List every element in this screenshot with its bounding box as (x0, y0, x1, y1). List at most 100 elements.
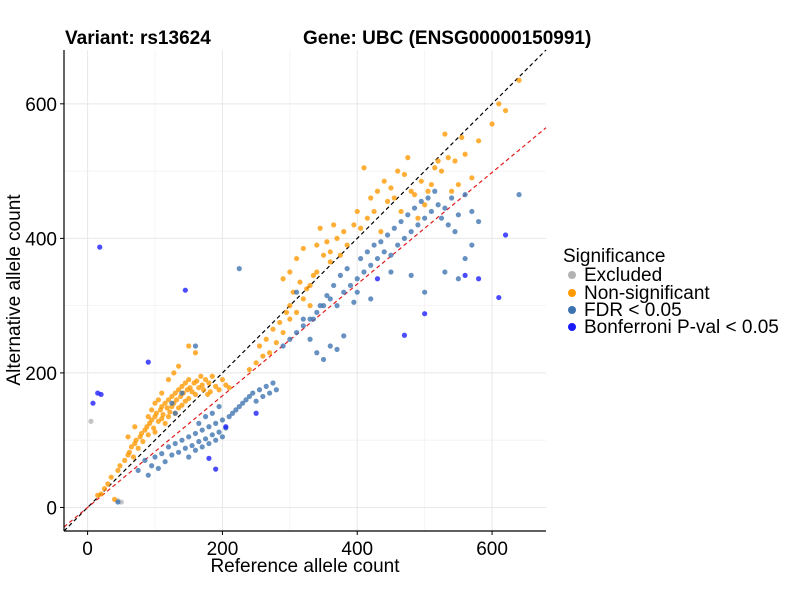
point-fdr-0-05 (300, 316, 306, 322)
point-non-significant (327, 249, 333, 255)
point-non-significant (516, 77, 522, 83)
point-fdr-0-05 (202, 436, 209, 442)
point-non-significant (192, 391, 199, 398)
y-tick-label: 400 (25, 229, 57, 250)
point-fdr-0-05 (202, 414, 209, 420)
point-fdr-0-05 (347, 282, 354, 289)
point-fdr-0-05 (428, 208, 434, 215)
point-bonferroni-p-val-0-05 (253, 410, 259, 416)
point-non-significant (165, 377, 172, 383)
point-non-significant (160, 412, 166, 418)
point-fdr-0-05 (192, 343, 199, 349)
point-fdr-0-05 (388, 269, 394, 275)
point-non-significant (155, 397, 161, 403)
point-non-significant (209, 373, 215, 379)
point-fdr-0-05 (378, 239, 384, 245)
point-non-significant (378, 229, 384, 235)
point-non-significant (219, 377, 226, 383)
point-fdr-0-05 (176, 449, 182, 455)
point-fdr-0-05 (411, 205, 418, 211)
point-fdr-0-05 (240, 400, 246, 406)
point-bonferroni-p-val-0-05 (90, 400, 96, 406)
point-fdr-0-05 (334, 346, 340, 352)
point-non-significant (171, 370, 177, 376)
point-fdr-0-05 (408, 229, 414, 235)
point-non-significant (162, 420, 168, 426)
point-fdr-0-05 (216, 429, 222, 435)
point-non-significant (117, 463, 123, 469)
point-non-significant (408, 188, 414, 194)
point-bonferroni-p-val-0-05 (422, 311, 428, 317)
point-fdr-0-05 (422, 289, 428, 295)
point-non-significant (277, 319, 283, 326)
y-tick-label: 0 (46, 498, 57, 519)
point-non-significant (496, 101, 502, 107)
point-fdr-0-05 (432, 188, 438, 194)
point-fdr-0-05 (229, 410, 236, 416)
point-fdr-0-05 (155, 465, 161, 472)
point-fdr-0-05 (341, 289, 347, 295)
point-fdr-0-05 (246, 393, 252, 400)
point-non-significant (331, 222, 337, 228)
point-fdr-0-05 (213, 420, 219, 426)
point-fdr-0-05 (236, 266, 242, 272)
point-excluded (88, 418, 94, 424)
point-non-significant (135, 445, 141, 451)
point-non-significant (176, 387, 182, 393)
point-non-significant (287, 316, 293, 322)
point-fdr-0-05 (236, 403, 242, 410)
point-non-significant (438, 168, 445, 174)
point-non-significant (108, 474, 114, 480)
point-fdr-0-05 (192, 447, 199, 453)
point-fdr-0-05 (344, 266, 350, 272)
point-non-significant (152, 429, 158, 435)
point-fdr-0-05 (320, 356, 327, 363)
point-non-significant (428, 181, 434, 188)
point-non-significant (162, 400, 168, 406)
point-fdr-0-05 (270, 380, 276, 386)
point-non-significant (273, 340, 279, 346)
point-fdr-0-05 (293, 289, 300, 295)
point-non-significant (159, 416, 165, 422)
legend-label-non-significant: Non-significant (584, 283, 710, 304)
point-non-significant (200, 387, 207, 393)
point-non-significant (391, 195, 397, 201)
point-fdr-0-05 (445, 222, 451, 228)
point-fdr-0-05 (368, 262, 374, 268)
point-non-significant (314, 242, 320, 248)
point-non-significant (381, 178, 387, 184)
point-non-significant (125, 434, 131, 440)
point-non-significant (435, 158, 441, 164)
point-non-significant (344, 242, 350, 248)
point-non-significant (159, 403, 165, 410)
point-non-significant (405, 155, 411, 161)
point-fdr-0-05 (189, 442, 195, 449)
point-fdr-0-05 (243, 397, 249, 403)
point-non-significant (425, 188, 431, 194)
legend-key-non-significant (568, 289, 576, 297)
point-fdr-0-05 (442, 269, 448, 275)
point-fdr-0-05 (307, 336, 313, 342)
y-axis-ticks: 0 200 400 600 (25, 95, 64, 519)
point-fdr-0-05 (169, 452, 175, 458)
point-fdr-0-05 (317, 303, 323, 309)
point-fdr-0-05 (199, 444, 205, 450)
point-fdr-0-05 (327, 296, 333, 302)
point-non-significant (128, 444, 135, 450)
point-fdr-0-05 (388, 252, 394, 258)
point-non-significant (151, 425, 157, 431)
point-fdr-0-05 (300, 323, 306, 329)
point-fdr-0-05 (213, 437, 219, 443)
point-fdr-0-05 (287, 336, 293, 342)
point-non-significant (169, 393, 175, 400)
x-tick-label: 200 (207, 539, 239, 560)
point-bonferroni-p-val-0-05 (401, 332, 408, 338)
point-fdr-0-05 (438, 215, 445, 221)
point-non-significant (176, 363, 182, 369)
y-tick-label: 600 (25, 95, 57, 116)
point-fdr-0-05 (209, 410, 215, 416)
point-non-significant (105, 481, 111, 487)
point-fdr-0-05 (364, 249, 370, 255)
point-fdr-0-05 (337, 272, 343, 278)
point-fdr-0-05 (395, 242, 401, 248)
